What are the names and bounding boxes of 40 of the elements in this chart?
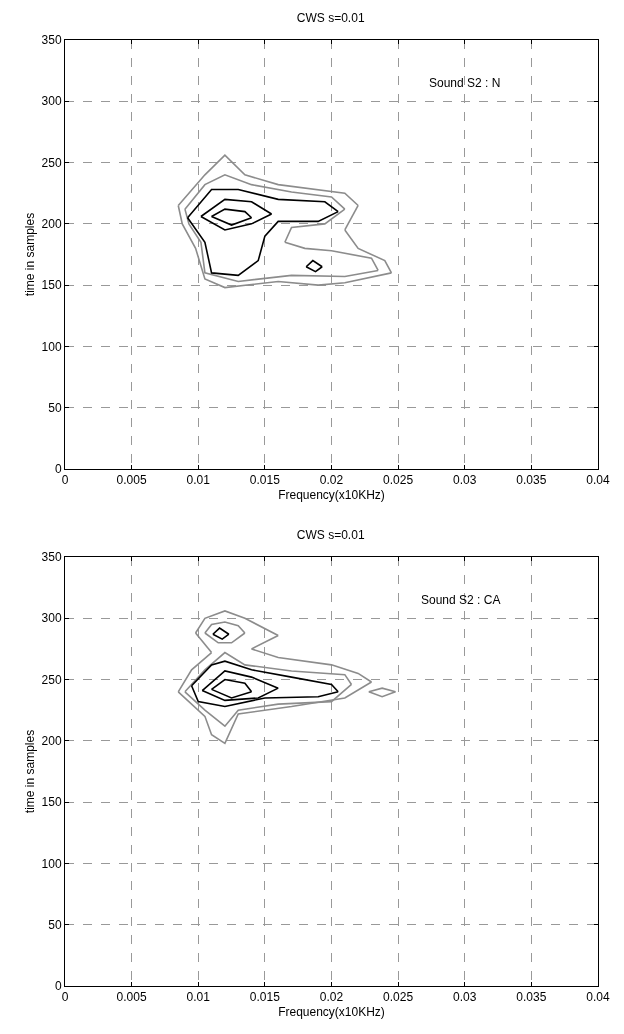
y-tick-label: 50	[48, 400, 62, 415]
y-tick-label: 0	[54, 462, 62, 477]
y-tick-label: 150	[41, 795, 62, 810]
x-axis-title: Frequency(x10KHz)	[278, 488, 385, 503]
y-tick-label: 250	[41, 672, 62, 687]
x-tick-label: 0.03	[453, 473, 477, 488]
y-axis-title: time in samples	[22, 729, 37, 814]
x-tick-label: 0.02	[319, 473, 344, 488]
x-tick-label: 0.025	[383, 990, 414, 1005]
x-tick-label: 0.01	[186, 473, 211, 488]
chart-title: CWS s=0.01	[296, 528, 365, 543]
y-tick-label: 50	[48, 917, 62, 932]
x-tick-label: 0.005	[116, 990, 147, 1005]
y-axis-title: time in samples	[22, 212, 37, 297]
y-tick-label: 100	[41, 339, 62, 354]
annotation: Sound S2 : N	[429, 76, 501, 90]
x-tick-label: 0.035	[516, 990, 547, 1005]
x-tick-label: 0.04	[586, 990, 610, 1005]
x-tick-label: 0.03	[453, 990, 477, 1005]
y-tick-label: 350	[41, 550, 62, 565]
annotation: Sound S2 : CA	[421, 593, 501, 607]
y-tick-label: 100	[41, 856, 62, 871]
x-tick-label: 0.025	[383, 473, 414, 488]
y-tick-label: 150	[41, 278, 62, 293]
y-tick-label: 250	[41, 155, 62, 170]
y-tick-label: 350	[41, 33, 62, 48]
x-tick-label: 0.015	[249, 990, 281, 1005]
x-tick-label: 0.005	[116, 473, 147, 488]
x-tick-label: 0.04	[586, 473, 610, 488]
x-tick-label: 0.035	[516, 473, 547, 488]
chart-title: CWS s=0.01	[296, 11, 365, 26]
x-axis-title: Frequency(x10KHz)	[278, 1005, 385, 1020]
y-tick-label: 200	[41, 734, 62, 749]
x-tick-label: 0.01	[186, 990, 211, 1005]
x-tick-label: 0.02	[319, 990, 344, 1005]
x-tick-label: 0.015	[249, 473, 281, 488]
y-tick-label: 300	[41, 94, 62, 109]
y-tick-label: 300	[41, 611, 62, 626]
y-tick-label: 200	[41, 217, 62, 232]
y-tick-label: 0	[54, 979, 62, 994]
